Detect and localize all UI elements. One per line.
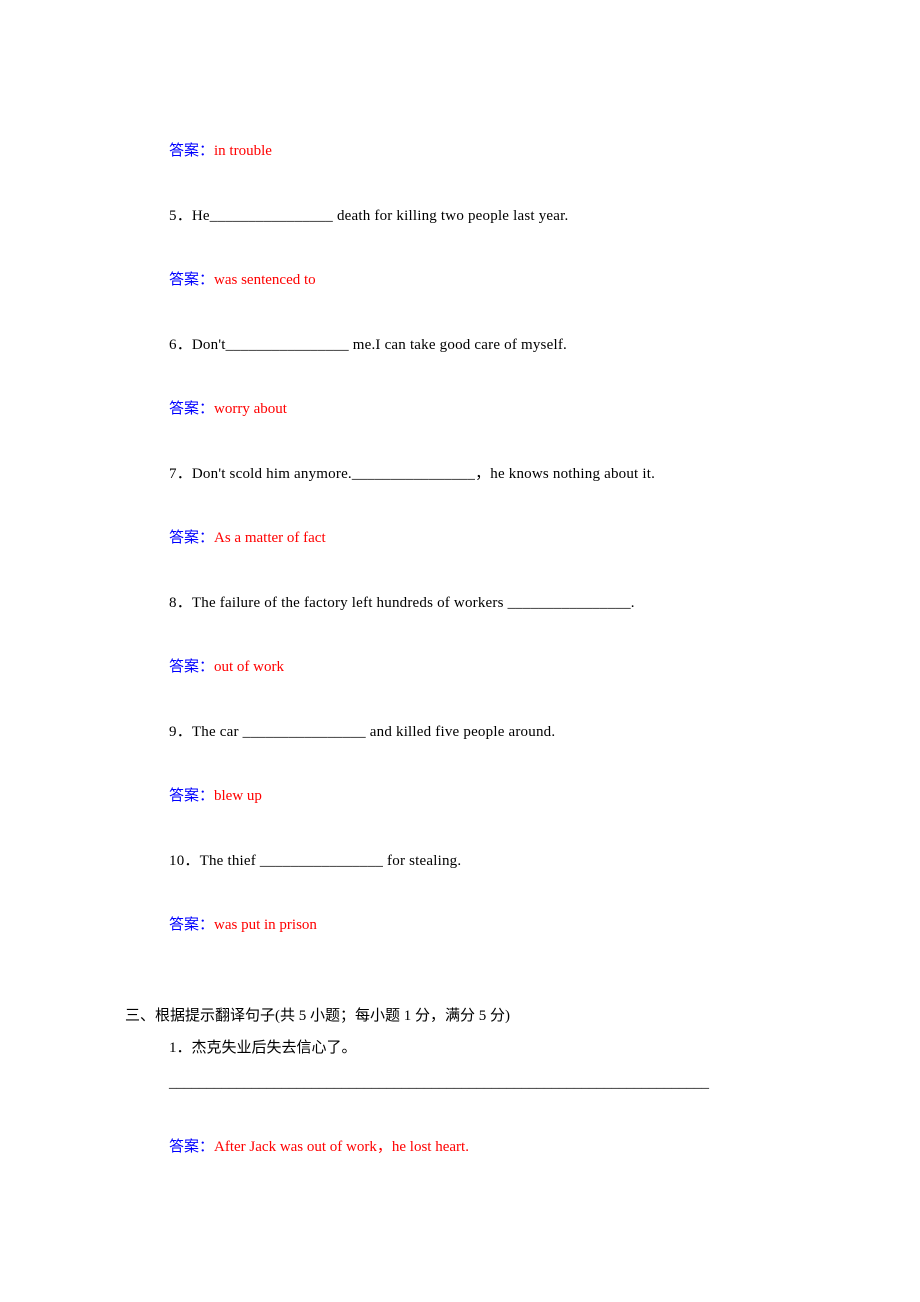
answer-line: 答案：was sentenced to [169, 269, 765, 292]
exercise-item: 8．The failure of the factory left hundre… [125, 592, 765, 679]
answer-value: worry about [214, 401, 287, 417]
answer-line: 答案：As a matter of fact [169, 527, 765, 550]
translation-blank: ________________________________________… [169, 1072, 765, 1095]
question-text: 8．The failure of the factory left hundre… [169, 592, 765, 615]
answer-line: 答案：out of work [169, 656, 765, 679]
answer-value: As a matter of fact [214, 530, 326, 546]
answer-label: 答案： [169, 917, 214, 933]
translation-item: 1．杰克失业后失去信心了。 __________________________… [125, 1037, 765, 1159]
question-text: 5．He________________ death for killing t… [169, 205, 765, 228]
translation-question: 1．杰克失业后失去信心了。 [169, 1037, 765, 1060]
answer-value: out of work [214, 659, 284, 675]
answer-label: 答案： [169, 272, 214, 288]
question-text: 6．Don't________________ me.I can take go… [169, 334, 765, 357]
question-text: 9．The car ________________ and killed fi… [169, 721, 765, 744]
answer-value: was put in prison [214, 917, 317, 933]
answer-value: After Jack was out of work，he lost heart… [214, 1139, 469, 1155]
exercise-item: 答案：in trouble [125, 140, 765, 163]
question-text: 7．Don't scold him anymore.______________… [169, 463, 765, 486]
section-heading: 三、根据提示翻译句子(共 5 小题；每小题 1 分，满分 5 分) [125, 1005, 765, 1028]
answer-label: 答案： [169, 530, 214, 546]
answer-line: 答案：worry about [169, 398, 765, 421]
answer-label: 答案： [169, 788, 214, 804]
exercise-item: 5．He________________ death for killing t… [125, 205, 765, 292]
answer-line: 答案：was put in prison [169, 914, 765, 937]
exercise-item: 7．Don't scold him anymore.______________… [125, 463, 765, 550]
exercise-item: 6．Don't________________ me.I can take go… [125, 334, 765, 421]
answer-line: 答案：blew up [169, 785, 765, 808]
exercise-item: 10．The thief ________________ for steali… [125, 850, 765, 937]
answer-value: blew up [214, 788, 262, 804]
answer-label: 答案： [169, 659, 214, 675]
question-text: 10．The thief ________________ for steali… [169, 850, 765, 873]
answer-value: in trouble [214, 143, 272, 159]
page: 答案：in trouble 5．He________________ death… [0, 0, 920, 1302]
answer-line: 答案：in trouble [169, 140, 765, 163]
answer-line: 答案：After Jack was out of work，he lost he… [169, 1136, 765, 1159]
answer-label: 答案： [169, 401, 214, 417]
exercise-item: 9．The car ________________ and killed fi… [125, 721, 765, 808]
answer-label: 答案： [169, 1139, 214, 1155]
answer-value: was sentenced to [214, 272, 316, 288]
answer-label: 答案： [169, 143, 214, 159]
